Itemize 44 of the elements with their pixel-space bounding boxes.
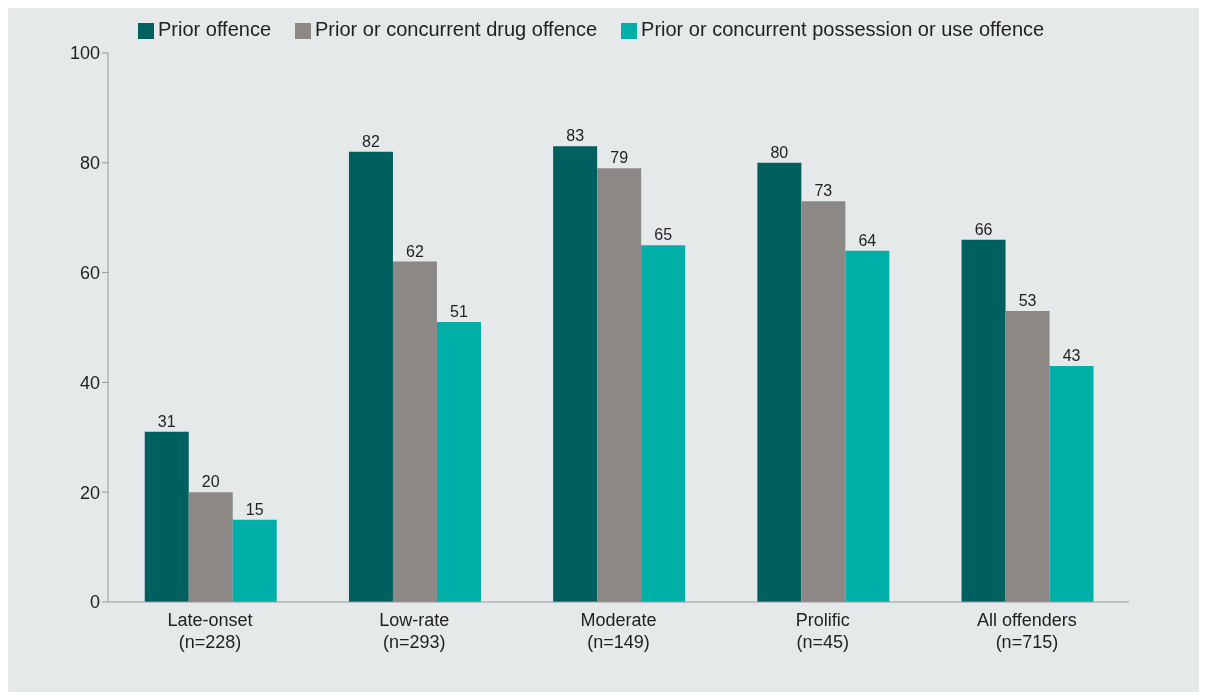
x-tick-label: Moderate (n=149) — [580, 610, 657, 652]
bar — [436, 322, 481, 602]
bar — [144, 431, 189, 602]
data-label: 83 — [566, 127, 585, 145]
x-tick-label: Low-rate (n=293) — [379, 610, 450, 652]
bar — [392, 261, 437, 602]
bar — [553, 146, 598, 602]
legend-label: Prior or concurrent drug offence — [315, 18, 598, 40]
bar — [845, 250, 890, 602]
data-label: 80 — [770, 143, 789, 161]
data-label: 79 — [610, 149, 629, 167]
data-label: 82 — [362, 132, 380, 150]
bar — [232, 519, 277, 602]
legend-label: Prior or concurrent possession or use offence — [641, 18, 1045, 40]
data-label: 51 — [450, 303, 468, 321]
bar — [1005, 311, 1050, 602]
bar — [348, 151, 393, 602]
y-tick-label: 80 — [79, 153, 100, 174]
data-label: 65 — [654, 226, 673, 244]
data-label: 31 — [157, 412, 176, 430]
y-tick-label: 100 — [69, 43, 100, 64]
bar — [597, 168, 642, 602]
x-tick-label: Prolific (n=45) — [795, 610, 850, 652]
data-label: 73 — [814, 182, 833, 200]
bar — [961, 239, 1006, 602]
bar — [188, 492, 233, 602]
x-tick-label: All offenders (n=715) — [977, 610, 1077, 652]
bar — [1049, 365, 1094, 602]
y-tick-label: 40 — [79, 372, 100, 393]
data-label: 64 — [858, 231, 877, 249]
y-tick-label: 60 — [79, 262, 100, 283]
x-tick-label: Late-onset (n=228) — [167, 610, 253, 652]
bar — [801, 201, 846, 602]
data-label: 43 — [1062, 346, 1081, 364]
data-label: 20 — [201, 473, 220, 491]
bar — [641, 245, 686, 602]
y-tick-label: 20 — [79, 482, 100, 503]
data-label: 15 — [245, 500, 264, 518]
data-label: 62 — [406, 242, 424, 260]
legend-label: Prior offence — [158, 18, 272, 40]
data-label: 66 — [974, 220, 993, 238]
y-tick-label: 0 — [89, 592, 100, 613]
bar — [757, 162, 802, 602]
data-label: 53 — [1018, 292, 1037, 310]
